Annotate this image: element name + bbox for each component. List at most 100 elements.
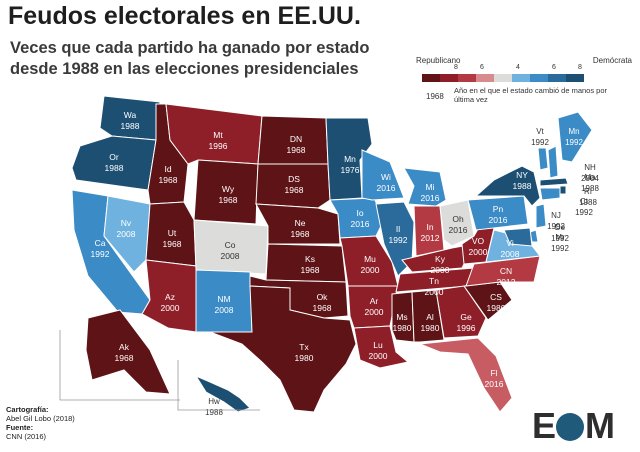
state-mr	[503, 227, 533, 247]
state-ma	[539, 177, 569, 187]
state-ny	[474, 165, 541, 207]
legend-swatch	[458, 74, 476, 82]
state-label-me: Mn 1992	[565, 127, 583, 147]
credits: Cartografía: Abel Gil Lobo (2018) Fuente…	[6, 405, 75, 441]
legend-republican-label: Republicano	[416, 56, 461, 65]
state-al	[411, 289, 445, 343]
state-nh	[547, 145, 559, 179]
state-label-io: Io 2016	[351, 208, 370, 229]
state-label-id: Id 1968	[159, 164, 178, 185]
state-label-vt: Vt 1992	[531, 127, 549, 147]
state-label-wi: Wi 2016	[377, 172, 396, 193]
state-me	[557, 111, 593, 163]
state-label-ne: Ne 1968	[291, 218, 310, 239]
state-fl	[419, 337, 513, 413]
state-label-al: Al 1980	[421, 312, 440, 333]
legend-tick: 8	[578, 64, 582, 71]
state-label-ut: Ut 1968	[163, 228, 182, 249]
state-label-ky: Ky 2000	[431, 254, 450, 275]
state-label-tx: Tx 1980	[295, 342, 314, 363]
credits-map-value: Abel Gil Lobo (2018)	[6, 414, 75, 423]
state-hw	[194, 374, 251, 413]
legend-swatch	[440, 74, 458, 82]
legend-democrat-label: Demócrata	[592, 56, 632, 65]
subtitle-line-2: desde 1988 en las elecciones presidencia…	[10, 60, 359, 78]
alaska-inset-frame	[59, 330, 180, 401]
state-label-il: Il 1992	[389, 224, 408, 245]
state-label-ct: Ct 1992	[575, 197, 593, 217]
legend-swatch	[530, 74, 548, 82]
legend-swatch	[512, 74, 530, 82]
inset-frames	[59, 330, 260, 411]
state-ms	[391, 291, 415, 343]
state-label-or: Or 1988	[105, 152, 124, 173]
state-label-nv: Nv 2008	[117, 218, 136, 239]
legend-note: Año en el que el estado cambió de manos …	[454, 86, 608, 104]
state-label-ok: Ok 1968	[313, 292, 332, 313]
state-label-ak: Ak 1968	[115, 342, 134, 363]
state-label-az: Az 2000	[161, 292, 180, 313]
logo-o-circle-icon	[556, 413, 585, 441]
state-label-vi: Vi 2008	[501, 238, 520, 259]
state-wy	[193, 159, 259, 225]
state-label-nj: NJ 1992	[547, 211, 565, 231]
credits-source-label: Fuente:	[6, 423, 34, 432]
state-oh	[439, 199, 475, 247]
state-ri	[559, 185, 567, 195]
state-label-hw: Hw 1988	[205, 397, 223, 417]
credits-map-label: Cartografía:	[6, 405, 49, 414]
state-wi	[361, 149, 405, 201]
state-tx	[209, 285, 357, 413]
state-ak	[85, 309, 171, 395]
state-label-ks: Ks 1968	[301, 254, 320, 275]
state-mn	[325, 117, 373, 201]
state-label-cn: CN 2012	[497, 266, 516, 287]
map-subtitle: Veces que cada partido ha ganado por est…	[10, 38, 369, 80]
state-label-de: De 1992	[551, 223, 569, 243]
legend-tick: 6	[480, 64, 484, 71]
legend-year-example: 1968	[426, 92, 444, 101]
state-vt	[537, 147, 549, 171]
state-label-lu: Lu 2000	[369, 340, 388, 361]
state-label-in: In 2012	[421, 222, 440, 243]
state-label-ge: Ge 1996	[457, 312, 476, 333]
state-shapes	[71, 95, 593, 413]
legend-swatch	[476, 74, 494, 82]
state-label-ma: Ma 1988	[581, 173, 599, 193]
state-label-vo: VO 2000	[469, 236, 488, 257]
credits-source-value: CNN (2016)	[6, 432, 47, 441]
state-label-mi: Mi 2016	[421, 182, 440, 203]
state-label-co: Co 2008	[221, 240, 240, 261]
state-label-ca: Ca 1992	[91, 238, 110, 259]
legend-swatch	[422, 74, 440, 82]
state-label-wy: Wy 1968	[219, 184, 238, 205]
state-label-oh: Oh 2016	[449, 214, 468, 235]
state-label-mt: Mt 1996	[209, 130, 228, 151]
state-ct	[539, 187, 561, 201]
legend-swatch	[566, 74, 584, 82]
legend-tick: 6	[552, 64, 556, 71]
state-label-mn: Mn 1976	[341, 154, 360, 175]
map-title: Feudos electorales en EE.UU.	[8, 2, 361, 30]
legend: Republicano Demócrata 8 6 4 6 8 1968 Año…	[410, 56, 632, 116]
legend-swatch	[548, 74, 566, 82]
legend-tick: 4	[516, 64, 520, 71]
state-label-tn: Tn 2000	[425, 276, 444, 297]
state-label-ds: DS 1968	[285, 174, 304, 195]
state-label-fl: Fl 2016	[485, 368, 504, 389]
state-label-wa: Wa 1988	[121, 110, 140, 131]
state-labels: Wa 1988 Or 1988 Ca 1992 Nv 2008 Id 1968 Mt 1996 Wy 19…	[91, 110, 600, 417]
state-label-ms: Ms 1980	[393, 312, 412, 333]
state-label-mu: Mu 2000	[361, 254, 380, 275]
state-nv	[103, 195, 151, 273]
state-lu	[353, 325, 410, 369]
hawaii-inset-frame	[177, 360, 260, 411]
state-nj	[535, 203, 547, 229]
state-ne	[255, 203, 341, 245]
state-ds	[255, 163, 331, 209]
state-label-dn: DN 1968	[287, 134, 306, 155]
state-label-nh: NH 2004	[581, 163, 599, 183]
state-label-pn: Pn 2016	[489, 204, 508, 225]
